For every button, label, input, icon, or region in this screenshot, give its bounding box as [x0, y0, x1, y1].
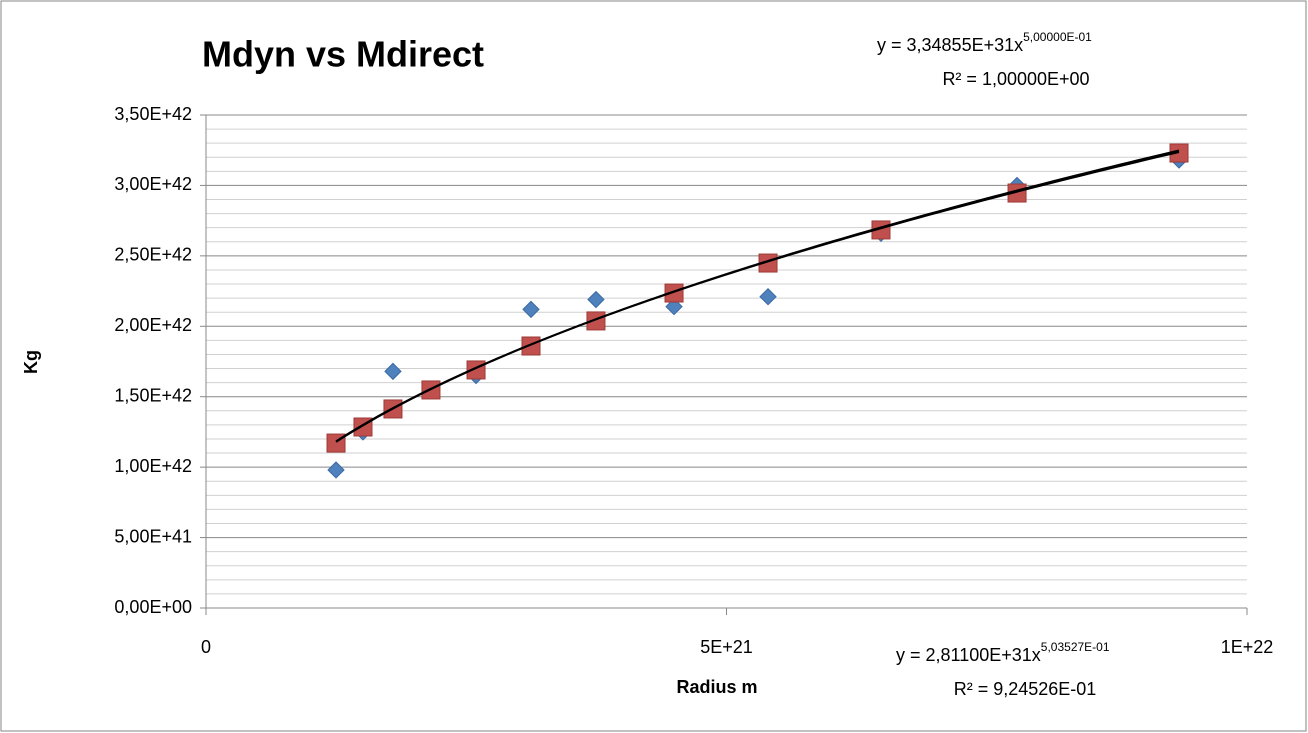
y-tick-label: 3,00E+42	[114, 174, 192, 194]
y-tick-label: 1,00E+42	[114, 456, 192, 476]
diamond-marker	[522, 300, 540, 319]
diamond-marker	[587, 290, 605, 309]
exponent: 5,03527E-01	[1041, 640, 1110, 654]
diamond-marker	[665, 297, 683, 316]
equation: y = 2,81100E+31x	[896, 645, 1041, 665]
trend-r-squared: R² = 9,24526E-01	[954, 679, 1097, 699]
diamond-marker	[759, 287, 777, 306]
y-tick-label: 2,50E+42	[114, 245, 192, 265]
y-tick-label: 1,50E+42	[114, 385, 192, 405]
y-tick-label: 5,00E+41	[114, 526, 192, 546]
chart-title: Mdyn vs Mdirect	[202, 34, 484, 75]
trend-equation: y = 2,81100E+31x5,03527E-01	[896, 640, 1110, 665]
y-tick-label: 3,50E+42	[114, 104, 192, 124]
trend-line	[335, 149, 1180, 443]
square-marker	[521, 336, 541, 356]
exponent: 5,00000E-01	[1023, 30, 1092, 44]
x-axis-label: Radius m	[676, 677, 757, 697]
trend-r-squared: R² = 1,00000E+00	[942, 69, 1089, 89]
square-marker	[586, 311, 606, 331]
diamond-marker	[384, 362, 402, 381]
equation: y = 3,34855E+31x	[877, 35, 1023, 55]
trend-equation: y = 3,34855E+31x5,00000E-01	[877, 30, 1092, 55]
y-tick-label: 2,00E+42	[114, 315, 192, 335]
x-tick-label: 5E+21	[700, 637, 753, 657]
y-axis-label: Kg	[21, 350, 41, 374]
square-marker	[664, 283, 684, 303]
y-tick-label: 0,00E+00	[114, 597, 192, 617]
diamond-marker	[327, 461, 345, 479]
x-tick-label: 0	[201, 637, 211, 657]
x-tick-label: 1E+22	[1221, 637, 1274, 657]
